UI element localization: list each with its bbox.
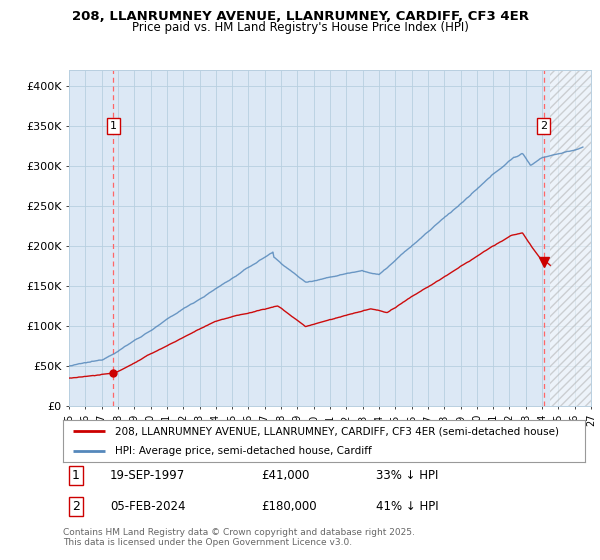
Text: 33% ↓ HPI: 33% ↓ HPI <box>376 469 439 482</box>
Text: £41,000: £41,000 <box>262 469 310 482</box>
Text: 208, LLANRUMNEY AVENUE, LLANRUMNEY, CARDIFF, CF3 4ER: 208, LLANRUMNEY AVENUE, LLANRUMNEY, CARD… <box>71 10 529 23</box>
Text: HPI: Average price, semi-detached house, Cardiff: HPI: Average price, semi-detached house,… <box>115 446 372 456</box>
Text: 2: 2 <box>540 121 547 131</box>
Text: 208, LLANRUMNEY AVENUE, LLANRUMNEY, CARDIFF, CF3 4ER (semi-detached house): 208, LLANRUMNEY AVENUE, LLANRUMNEY, CARD… <box>115 426 559 436</box>
Text: £180,000: £180,000 <box>262 500 317 513</box>
Text: 05-FEB-2024: 05-FEB-2024 <box>110 500 185 513</box>
Text: 19-SEP-1997: 19-SEP-1997 <box>110 469 185 482</box>
Text: 1: 1 <box>110 121 117 131</box>
Text: Contains HM Land Registry data © Crown copyright and database right 2025.
This d: Contains HM Land Registry data © Crown c… <box>63 528 415 547</box>
Text: Price paid vs. HM Land Registry's House Price Index (HPI): Price paid vs. HM Land Registry's House … <box>131 21 469 34</box>
Text: 41% ↓ HPI: 41% ↓ HPI <box>376 500 439 513</box>
Text: 2: 2 <box>72 500 80 513</box>
Text: 1: 1 <box>72 469 80 482</box>
Bar <box>550 70 591 406</box>
